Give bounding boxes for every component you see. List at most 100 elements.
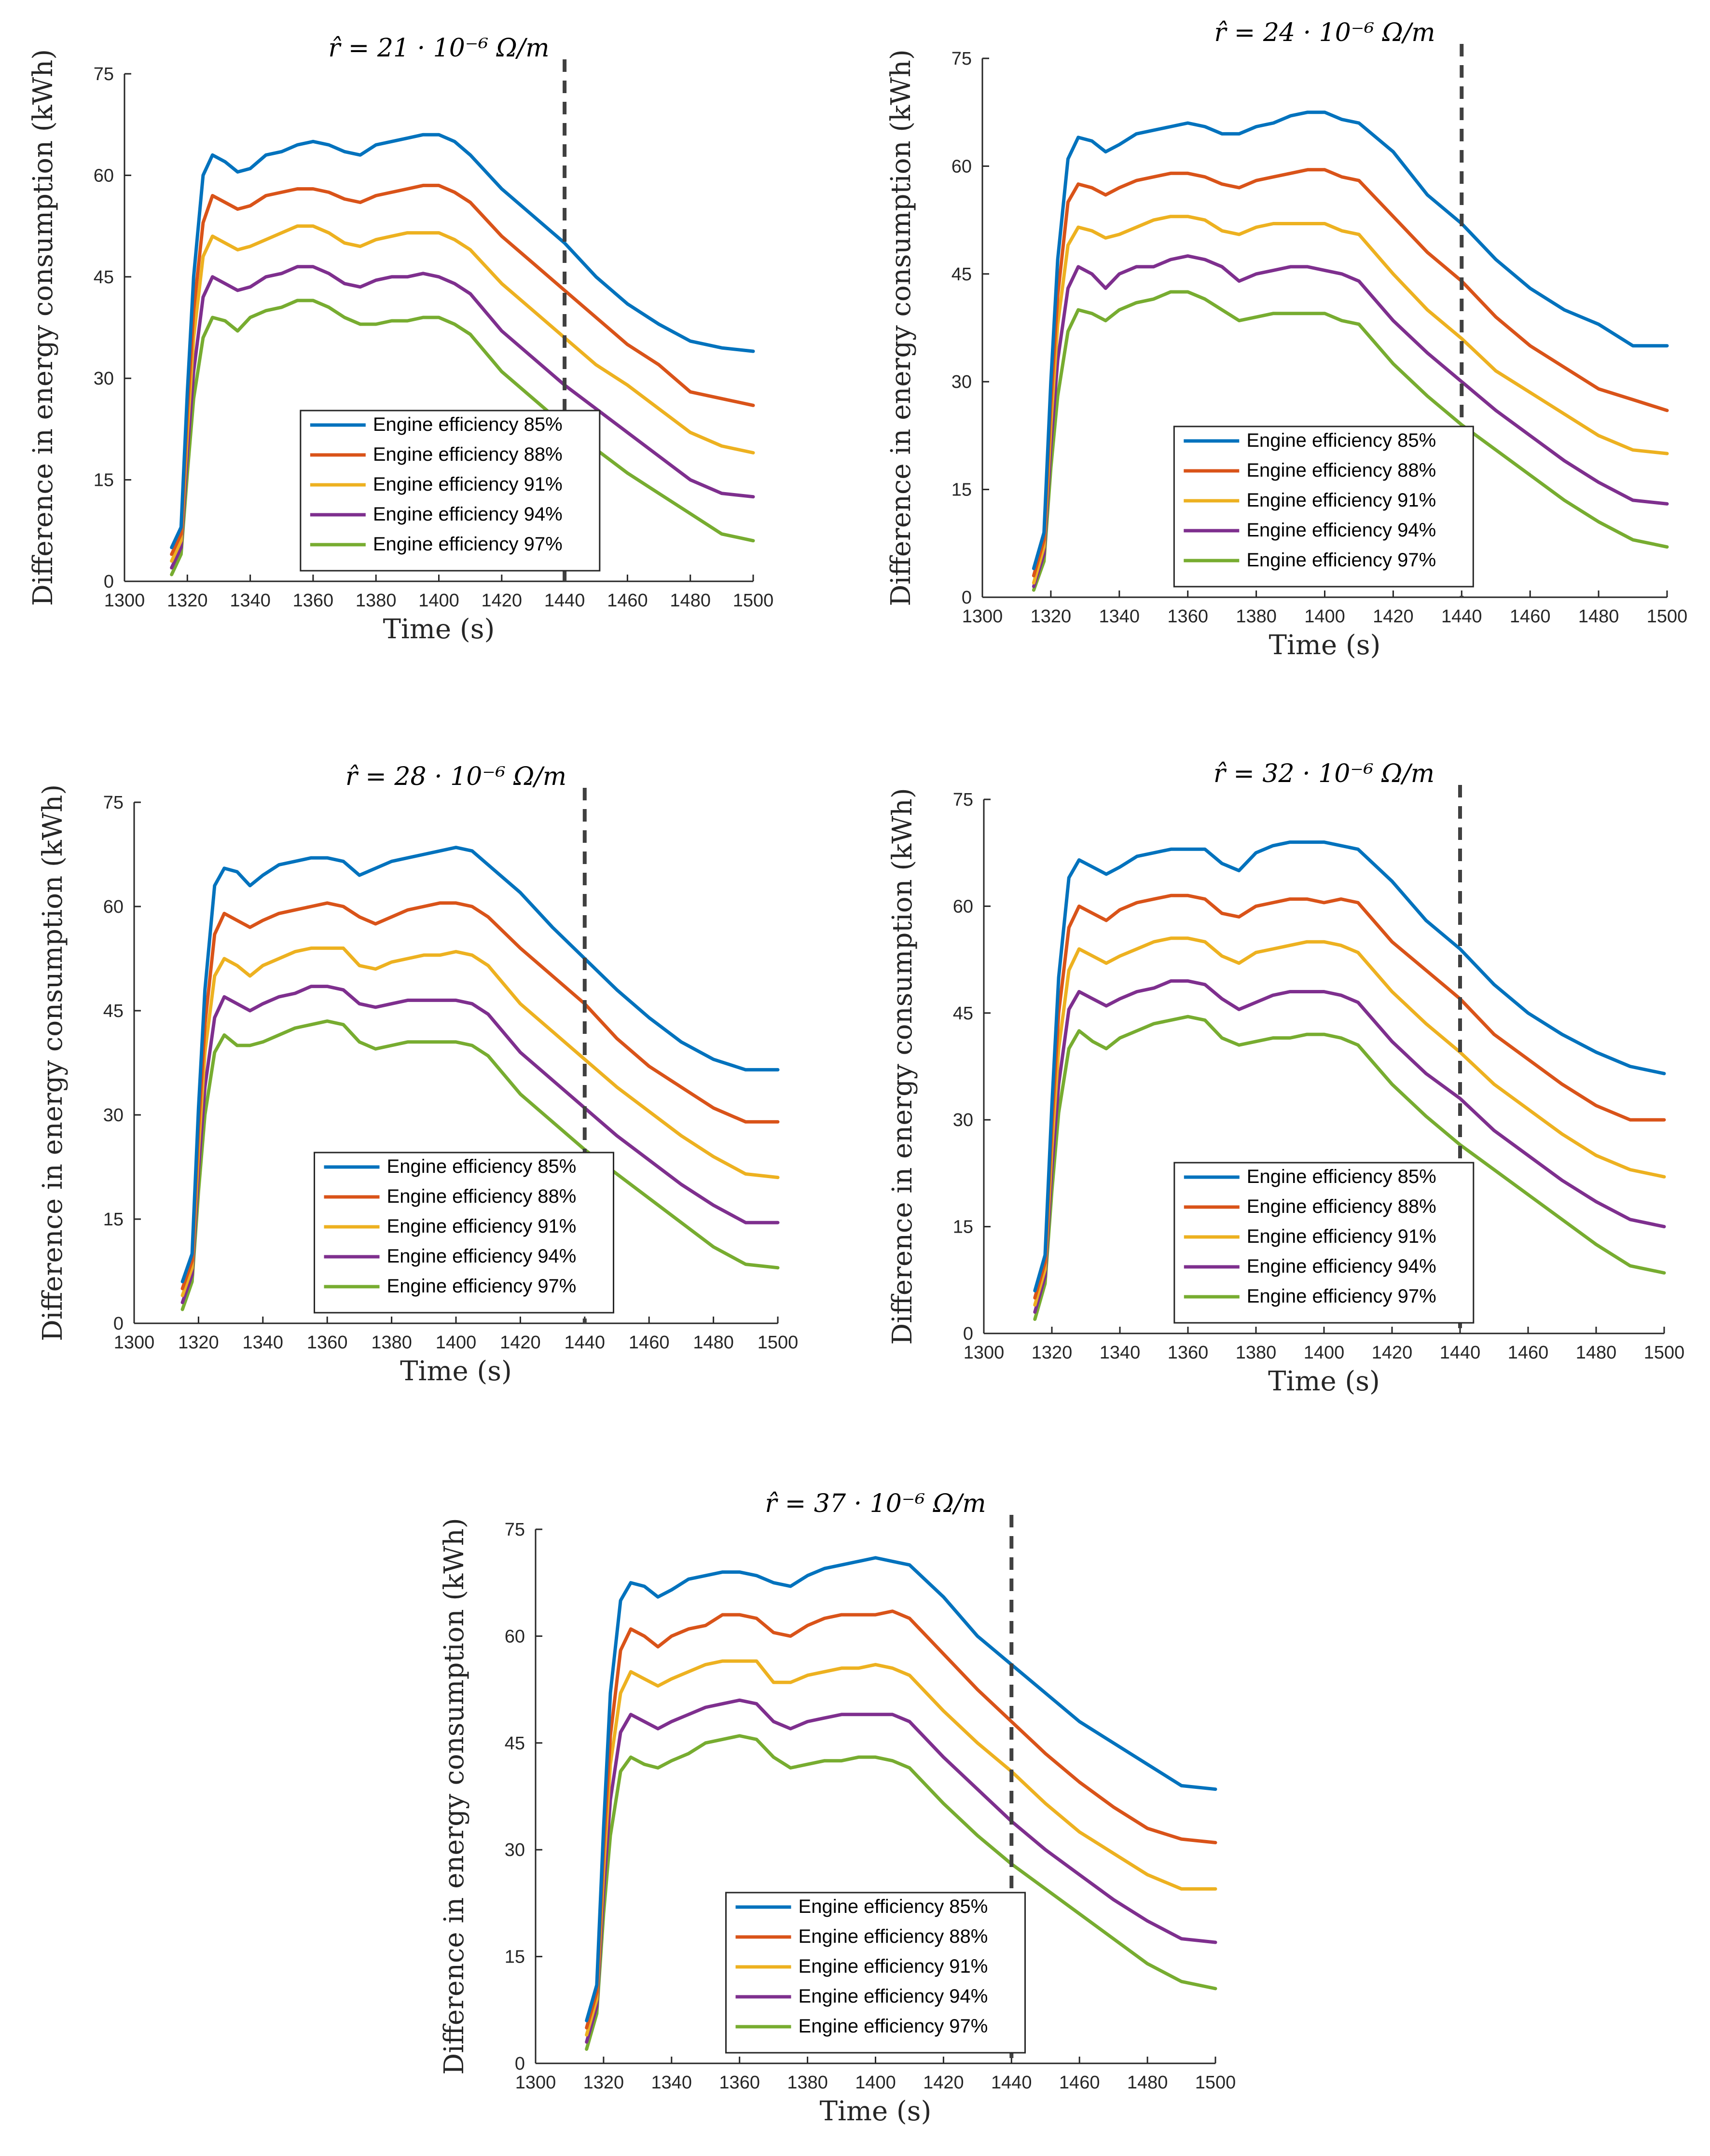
x-tick-label: 1420	[1373, 606, 1414, 627]
series-line-5	[585, 1734, 1217, 2051]
x-tick-label: 1460	[1059, 2073, 1100, 2093]
legend-entry: Engine efficiency 88%	[373, 444, 563, 465]
y-tick-label: 75	[505, 1520, 525, 1540]
x-tick-label: 1480	[1576, 1343, 1617, 1363]
series-line-4	[170, 265, 755, 570]
y-tick-label: 45	[94, 267, 114, 288]
x-tick-label: 1300	[104, 590, 145, 611]
x-tick-label: 1440	[1441, 606, 1482, 627]
x-tick-label: 1440	[544, 590, 585, 611]
chart-panel-1: r̂ = 21 · 10⁻⁶ Ω/m 0 15 30 45 60 75 1300 1320 134…	[28, 34, 773, 645]
y-tick-label: 45	[952, 264, 972, 285]
x-tick-label: 1460	[629, 1332, 670, 1353]
y-tick-label: 75	[103, 793, 124, 813]
x-tick-label: 1440	[1440, 1343, 1481, 1363]
x-tick-label: 1380	[787, 2073, 828, 2093]
x-tick-label: 1380	[1236, 606, 1277, 627]
x-tick-label: 1400	[1304, 1343, 1345, 1363]
x-tick-label: 1480	[693, 1332, 734, 1353]
x-tick-label: 1420	[500, 1332, 541, 1353]
series-line-4	[1033, 979, 1666, 1314]
x-tick-label: 1500	[1647, 606, 1688, 627]
x-tick-label: 1380	[371, 1332, 412, 1353]
series-line-5	[1033, 1015, 1666, 1321]
x-tick-label: 1400	[1304, 606, 1345, 627]
x-tick-label: 1320	[583, 2073, 624, 2093]
x-tick-label: 1480	[1127, 2073, 1168, 2093]
series-line-2	[1033, 893, 1666, 1300]
x-tick-label: 1460	[1508, 1343, 1549, 1363]
series-line-3	[170, 224, 755, 563]
legend-entry: Engine efficiency 85%	[799, 1896, 988, 1917]
y-tick-label: 15	[505, 1947, 525, 1967]
chart-title: r̂ = 24 · 10⁻⁶ Ω/m	[1214, 18, 1435, 47]
legend-entry: Engine efficiency 94%	[1246, 520, 1436, 541]
x-tick-label: 1420	[482, 590, 523, 611]
series-line-4	[180, 985, 780, 1305]
y-axis-label: Difference in energy consumption (kWh)	[887, 788, 918, 1345]
series-line-3	[1033, 936, 1666, 1307]
x-tick-label: 1400	[418, 590, 459, 611]
x-axis-label: Time (s)	[400, 1356, 512, 1387]
x-tick-label: 1300	[962, 606, 1003, 627]
y-tick-label: 60	[94, 165, 114, 186]
y-axis-label: Difference in energy consumption (kWh)	[28, 49, 59, 606]
y-tick-label: 30	[952, 372, 972, 392]
x-tick-label: 1400	[855, 2073, 896, 2093]
x-tick-label: 1480	[670, 590, 711, 611]
y-tick-label: 45	[505, 1733, 525, 1754]
x-tick-label: 1340	[651, 2073, 692, 2093]
chart-panel-4: r̂ = 32 · 10⁻⁶ Ω/m 0 15 30 45 60 75 1300 1320 134…	[887, 759, 1684, 1397]
legend-entry: Engine efficiency 85%	[1247, 1166, 1436, 1187]
y-tick-label: 0	[962, 588, 972, 608]
legend: Engine efficiency 85% Engine efficiency 8…	[1173, 426, 1474, 588]
x-tick-label: 1320	[1032, 1343, 1073, 1363]
legend-entry: Engine efficiency 94%	[373, 504, 563, 525]
legend-entry: Engine efficiency 91%	[1246, 490, 1436, 511]
x-tick-label: 1300	[515, 2073, 556, 2093]
legend-entry: Engine efficiency 94%	[799, 1986, 988, 2007]
legend-entry: Engine efficiency 91%	[387, 1216, 577, 1237]
x-axis-label: Time (s)	[1268, 1366, 1380, 1397]
legend: Engine efficiency 85% Engine efficiency 8…	[1173, 1162, 1475, 1324]
y-axis-label: Difference in energy consumption (kWh)	[885, 49, 917, 606]
y-tick-label: 45	[103, 1001, 124, 1021]
y-tick-label: 15	[952, 480, 972, 500]
x-tick-label: 1360	[307, 1332, 348, 1353]
series-line-1	[1033, 840, 1666, 1292]
x-tick-label: 1460	[1510, 606, 1551, 627]
y-tick-label: 30	[103, 1105, 124, 1126]
legend-entry: Engine efficiency 97%	[799, 2016, 988, 2037]
y-tick-label: 75	[952, 49, 972, 69]
x-tick-label: 1500	[733, 590, 774, 611]
chart-panel-5: r̂ = 37 · 10⁻⁶ Ω/m 0 15 30 45 60 75 1300 1320 134…	[439, 1489, 1236, 2127]
legend-entry: Engine efficiency 97%	[387, 1276, 577, 1297]
legend-entry: Engine efficiency 88%	[387, 1186, 577, 1207]
x-tick-label: 1320	[167, 590, 208, 611]
y-axis-label: Difference in energy consumption (kWh)	[439, 1518, 470, 2074]
legend-entry: Engine efficiency 94%	[1247, 1256, 1436, 1277]
x-tick-label: 1340	[1099, 606, 1140, 627]
legend-entry: Engine efficiency 88%	[799, 1926, 988, 1947]
series-line-1	[1032, 110, 1669, 570]
y-tick-label: 15	[103, 1209, 124, 1230]
y-tick-label: 0	[963, 1324, 973, 1344]
chart-title: r̂ = 21 · 10⁻⁶ Ω/m	[328, 34, 549, 63]
series-line-3	[180, 946, 780, 1297]
legend-entry: Engine efficiency 85%	[1246, 430, 1436, 451]
y-axis-label: Difference in energy consumption (kWh)	[37, 784, 69, 1341]
x-tick-label: 1500	[758, 1332, 799, 1353]
y-tick-label: 0	[515, 2054, 525, 2074]
y-tick-label: 75	[953, 790, 973, 810]
chart-title: r̂ = 37 · 10⁻⁶ Ω/m	[765, 1489, 986, 1518]
series-line-5	[1032, 290, 1669, 592]
legend-entry: Engine efficiency 91%	[1247, 1226, 1436, 1247]
legend-entry: Engine efficiency 85%	[387, 1156, 577, 1177]
x-tick-label: 1500	[1195, 2073, 1236, 2093]
series-line-1	[180, 846, 780, 1284]
x-tick-label: 1500	[1644, 1343, 1685, 1363]
x-tick-label: 1420	[923, 2073, 964, 2093]
chart-title: r̂ = 28 · 10⁻⁶ Ω/m	[345, 762, 566, 791]
series-line-4	[585, 1698, 1217, 2044]
y-tick-label: 30	[953, 1110, 973, 1130]
